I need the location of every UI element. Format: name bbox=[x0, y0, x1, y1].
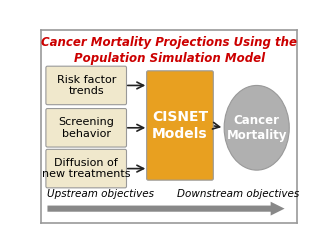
Text: Downstream objectives: Downstream objectives bbox=[177, 190, 299, 200]
Text: Upstream objectives: Upstream objectives bbox=[48, 190, 154, 200]
FancyBboxPatch shape bbox=[147, 71, 213, 180]
Text: Cancer
Mortality: Cancer Mortality bbox=[226, 114, 287, 142]
FancyArrow shape bbox=[48, 202, 284, 215]
FancyBboxPatch shape bbox=[46, 108, 126, 147]
Text: CISNET
Models: CISNET Models bbox=[152, 110, 208, 140]
Ellipse shape bbox=[224, 86, 289, 170]
Text: Diffusion of
new treatments: Diffusion of new treatments bbox=[42, 158, 130, 180]
Text: Cancer Mortality Projections Using the
Population Simulation Model: Cancer Mortality Projections Using the P… bbox=[41, 36, 297, 65]
FancyBboxPatch shape bbox=[46, 149, 126, 188]
Text: Risk factor
trends: Risk factor trends bbox=[56, 75, 116, 96]
FancyBboxPatch shape bbox=[46, 66, 126, 105]
Text: Screening
behavior: Screening behavior bbox=[58, 117, 114, 138]
